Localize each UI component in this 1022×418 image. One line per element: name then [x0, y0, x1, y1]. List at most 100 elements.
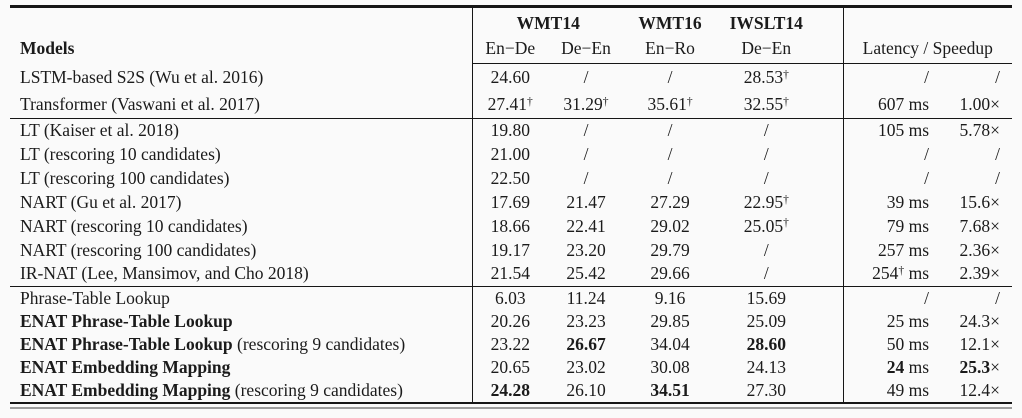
- bleu-cell: /: [583, 67, 589, 87]
- table-header: Models WMT14 WMT16 IWSLT14 En−De De−En E…: [10, 6, 1013, 64]
- bleu-cell: 27.30: [746, 380, 786, 401]
- column-header-wmt16-en-ro: En−Ro: [624, 34, 717, 64]
- bleu-cell: 22.41: [566, 215, 606, 236]
- latency-cell: /: [842, 63, 936, 91]
- table-row: LT (rescoring 10 candidates) 21.00 / / / / /: [10, 142, 1012, 167]
- speedup-cell: 15.6×: [959, 191, 1001, 212]
- bleu-cell: 28.60: [746, 334, 786, 355]
- bleu-cell: /: [763, 263, 769, 284]
- latency-cell: 39 ms: [842, 190, 936, 215]
- column-header-wmt14-de-en: De−En: [548, 34, 625, 64]
- speedup-cell: 5.78×: [959, 120, 1001, 140]
- speedup-cell: 2.36×: [959, 239, 1001, 260]
- bleu-cell: 34.04: [650, 334, 690, 355]
- bleu-cell: 29.02: [650, 215, 690, 236]
- latency-cell: /: [842, 142, 936, 167]
- subheader-row: En−De De−En En−Ro De−En Latency / Speedu…: [10, 34, 1013, 64]
- latency-cell: 49 ms: [842, 379, 936, 404]
- bleu-cell: 28.53†: [743, 67, 789, 87]
- bleu-cell: 21.00: [471, 142, 548, 167]
- table-row: LSTM-based S2S (Wu et al. 2016) 24.60 / / 28…: [10, 63, 1012, 91]
- bleu-cell: 15.69: [746, 288, 786, 309]
- bleu-cell: 24.60: [471, 63, 548, 91]
- column-header-iwslt14-de-en: De−En: [716, 34, 844, 64]
- speedup-cell: /: [995, 67, 1001, 87]
- bleu-cell: /: [763, 239, 769, 260]
- bleu-cell: 20.26: [471, 310, 548, 334]
- model-cell: ENAT Phrase-Table Lookup: [20, 311, 233, 332]
- table-row: ENAT Phrase-Table Lookup 20.26 23.23 29.85 2…: [10, 310, 1012, 334]
- bleu-cell: 22.95†: [743, 191, 789, 212]
- bleu-cell: /: [763, 120, 769, 140]
- model-cell: Phrase-Table Lookup: [20, 288, 170, 309]
- bleu-cell: 17.69: [471, 190, 548, 215]
- latency-speedup-column-header: Latency / Speedup: [842, 34, 1013, 64]
- bleu-cell: 23.23: [566, 311, 606, 332]
- bleu-cell: /: [583, 120, 589, 140]
- bleu-cell: /: [583, 143, 589, 164]
- model-cell: LSTM-based S2S (Wu et al. 2016): [20, 66, 264, 87]
- model-cell: NART (rescoring 10 candidates): [20, 215, 248, 236]
- table-row: ENAT Phrase-Table Lookup (rescoring 9 ca…: [10, 333, 1012, 357]
- bleu-cell: /: [667, 143, 673, 164]
- latency-cell: 79 ms: [842, 214, 936, 239]
- table-row: IR-NAT (Lee, Mansimov, and Cho 2018) 21.5…: [10, 262, 1012, 287]
- bleu-cell: 18.66: [471, 214, 548, 239]
- model-cell: NART (rescoring 100 candidates): [20, 239, 257, 260]
- model-cell: LT (rescoring 10 candidates): [20, 143, 221, 164]
- speedup-cell: 12.4×: [959, 380, 1001, 401]
- bleu-cell: 29.79: [650, 239, 690, 260]
- bleu-cell: /: [667, 120, 673, 140]
- table-row: LT (Kaiser et al. 2018) 19.80 / / / 105 ms 5.7…: [10, 118, 1012, 143]
- latency-cell: /: [842, 286, 936, 311]
- model-cell: LT (rescoring 100 candidates): [20, 167, 230, 188]
- latency-cell: 105 ms: [842, 118, 936, 143]
- group-header-wmt16: WMT16: [638, 13, 702, 33]
- bleu-cell: /: [667, 167, 673, 188]
- bleu-cell: 23.22: [471, 333, 548, 357]
- latency-cell: 254† ms: [842, 262, 936, 287]
- bleu-cell: /: [667, 67, 673, 87]
- group-header-row: Models WMT14 WMT16 IWSLT14: [10, 6, 1013, 58]
- speedup-cell: 1.00×: [959, 94, 1001, 114]
- latency-cell: 50 ms: [842, 333, 936, 357]
- latency-cell: 257 ms: [842, 238, 936, 263]
- model-cell: NART (Gu et al. 2017): [20, 191, 182, 212]
- bleu-cell: 24.13: [746, 357, 786, 378]
- group-header-iwslt14: IWSLT14: [729, 13, 803, 33]
- bleu-cell: 32.55†: [743, 94, 789, 114]
- paper-results-table-page: Models WMT14 WMT16 IWSLT14 En−De De−En E…: [0, 5, 1022, 418]
- results-table: Models WMT14 WMT16 IWSLT14 En−De De−En E…: [10, 5, 1013, 405]
- bleu-cell: 26.10: [566, 380, 606, 401]
- table-row: ENAT Embedding Mapping 20.65 23.02 30.08 24.…: [10, 356, 1012, 380]
- bleu-cell: 25.09: [746, 311, 786, 332]
- bleu-cell: 29.85: [650, 311, 690, 332]
- table-row: LT (rescoring 100 candidates) 22.50 / / / / /: [10, 166, 1012, 191]
- model-cell: ENAT Embedding Mapping (rescoring 9 cand…: [20, 380, 403, 401]
- speedup-cell: 2.39×: [959, 263, 1001, 284]
- bleu-cell: 20.65: [471, 356, 548, 380]
- latency-cell: 607 ms: [842, 91, 936, 119]
- bleu-cell: 21.54: [471, 262, 548, 287]
- bleu-cell: 9.16: [654, 288, 686, 309]
- model-group-1: LSTM-based S2S (Wu et al. 2016) 24.60 / / 28…: [10, 63, 1013, 119]
- group-header-wmt14: WMT14: [471, 6, 625, 34]
- speedup-cell: /: [995, 288, 1001, 309]
- bleu-cell: 6.03: [471, 286, 548, 311]
- bottom-double-rule: [10, 407, 1012, 409]
- table-row: Transformer (Vaswani et al. 2017) 27.41† 3…: [10, 91, 1012, 119]
- bleu-cell: 24.28: [471, 379, 548, 404]
- model-cell: LT (Kaiser et al. 2018): [20, 120, 179, 140]
- table-row: NART (rescoring 100 candidates) 19.17 23.2…: [10, 238, 1012, 263]
- latency-header-spacer: [842, 6, 1013, 34]
- speedup-cell: 12.1×: [959, 334, 1001, 355]
- bleu-cell: 26.67: [566, 334, 606, 355]
- speedup-cell: /: [995, 143, 1001, 164]
- bleu-cell: /: [763, 167, 769, 188]
- bleu-cell: 27.41†: [471, 91, 548, 119]
- bleu-cell: 35.61†: [647, 94, 693, 114]
- table-row: Phrase-Table Lookup 6.03 11.24 9.16 15.69 / /: [10, 286, 1012, 311]
- model-cell: ENAT Embedding Mapping: [20, 357, 231, 378]
- model-cell: ENAT Phrase-Table Lookup (rescoring 9 ca…: [20, 334, 406, 355]
- model-group-2: LT (Kaiser et al. 2018) 19.80///105 ms 5.7…: [10, 118, 1013, 287]
